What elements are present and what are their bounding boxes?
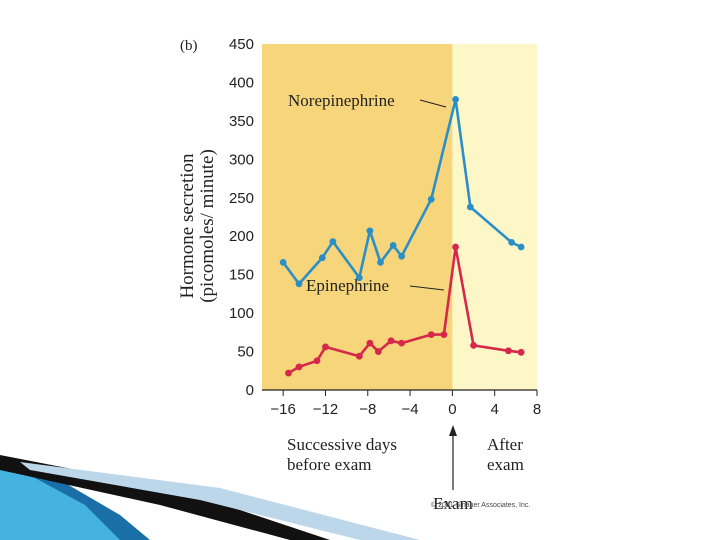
- epinephrine-label: Epinephrine: [306, 276, 389, 295]
- after-exam-label-line2: exam: [487, 455, 524, 474]
- x-tick-label: −16: [270, 401, 295, 418]
- epinephrine-point: [440, 331, 448, 339]
- panel-label: (b): [180, 38, 198, 54]
- y-tick-label: 200: [229, 228, 254, 245]
- norepinephrine-point: [355, 274, 363, 282]
- norepinephrine-point: [452, 95, 459, 103]
- shaded-regions: [262, 44, 537, 390]
- norepinephrine-point: [427, 195, 435, 203]
- x-tick-label: 0: [448, 401, 456, 418]
- y-tick-label: 400: [229, 74, 254, 91]
- epinephrine-point: [398, 339, 406, 347]
- series-layer: [279, 95, 525, 377]
- norepinephrine-point: [318, 254, 326, 262]
- norepinephrine-point: [389, 242, 397, 249]
- x-tick-label: −4: [402, 401, 419, 418]
- y-tick-label: 100: [229, 305, 254, 322]
- axes: −16 −12 −8 −4 0 4 8 0 50 100 150 200 250 300 350 400 450: [229, 36, 541, 418]
- norepinephrine-point: [398, 252, 406, 260]
- norepinephrine-point: [366, 227, 374, 235]
- norepinephrine-point: [466, 203, 474, 211]
- y-tick-label: 450: [229, 36, 254, 53]
- after-exam-region: [452, 44, 537, 390]
- y-axis-label-line2: (picomoles/ minute): [197, 149, 218, 303]
- y-axis-label-line1: Hormone secretion: [177, 153, 198, 299]
- epinephrine-point: [374, 348, 382, 355]
- corner-swoosh-decoration: [0, 455, 420, 540]
- exam-label: Exam: [433, 494, 473, 513]
- norepinephrine-leader-line: [419, 99, 447, 108]
- copyright-credit: © 2001 Sinauer Associates, Inc.: [431, 501, 530, 509]
- y-tick-label: 300: [229, 151, 254, 168]
- after-exam-label-line1: After: [487, 435, 523, 454]
- epinephrine-leader-line: [409, 285, 445, 291]
- exam-arrow: [449, 425, 457, 490]
- epinephrine-point: [387, 337, 395, 345]
- y-tick-label: 350: [229, 113, 254, 130]
- epinephrine-point: [427, 331, 435, 339]
- norepinephrine-point: [517, 243, 525, 251]
- x-tick-label: −8: [359, 401, 376, 418]
- epinephrine-point: [517, 348, 525, 356]
- norepinephrine-point: [329, 238, 337, 246]
- x-tick-label: −12: [313, 401, 338, 418]
- epinephrine-point: [366, 339, 374, 347]
- norepinephrine-point: [295, 280, 303, 288]
- norepinephrine-point: [279, 258, 287, 266]
- epinephrine-point: [313, 357, 321, 365]
- x-tick-label: 4: [491, 401, 499, 418]
- norepinephrine-label: Norepinephrine: [288, 91, 395, 110]
- y-axis-label: Hormone secretion (picomoles/ minute): [177, 149, 218, 303]
- epinephrine-point: [355, 352, 363, 360]
- norepinephrine-point: [508, 238, 516, 246]
- epinephrine-point: [470, 342, 477, 349]
- epinephrine-point: [285, 369, 292, 377]
- epinephrine-point: [505, 347, 512, 355]
- y-tick-label: 150: [229, 267, 254, 284]
- before-exam-label-line1: Successive days: [287, 435, 397, 454]
- x-tick-label: 8: [533, 401, 541, 418]
- epinephrine-point: [322, 343, 329, 351]
- y-tick-label: 0: [246, 382, 254, 399]
- epinephrine-point: [452, 243, 459, 251]
- before-exam-label-line2: before exam: [287, 455, 371, 474]
- y-tick-label: 50: [237, 344, 254, 361]
- epinephrine-point: [295, 363, 303, 371]
- y-tick-label: 250: [229, 190, 254, 207]
- norepinephrine-point: [377, 258, 384, 266]
